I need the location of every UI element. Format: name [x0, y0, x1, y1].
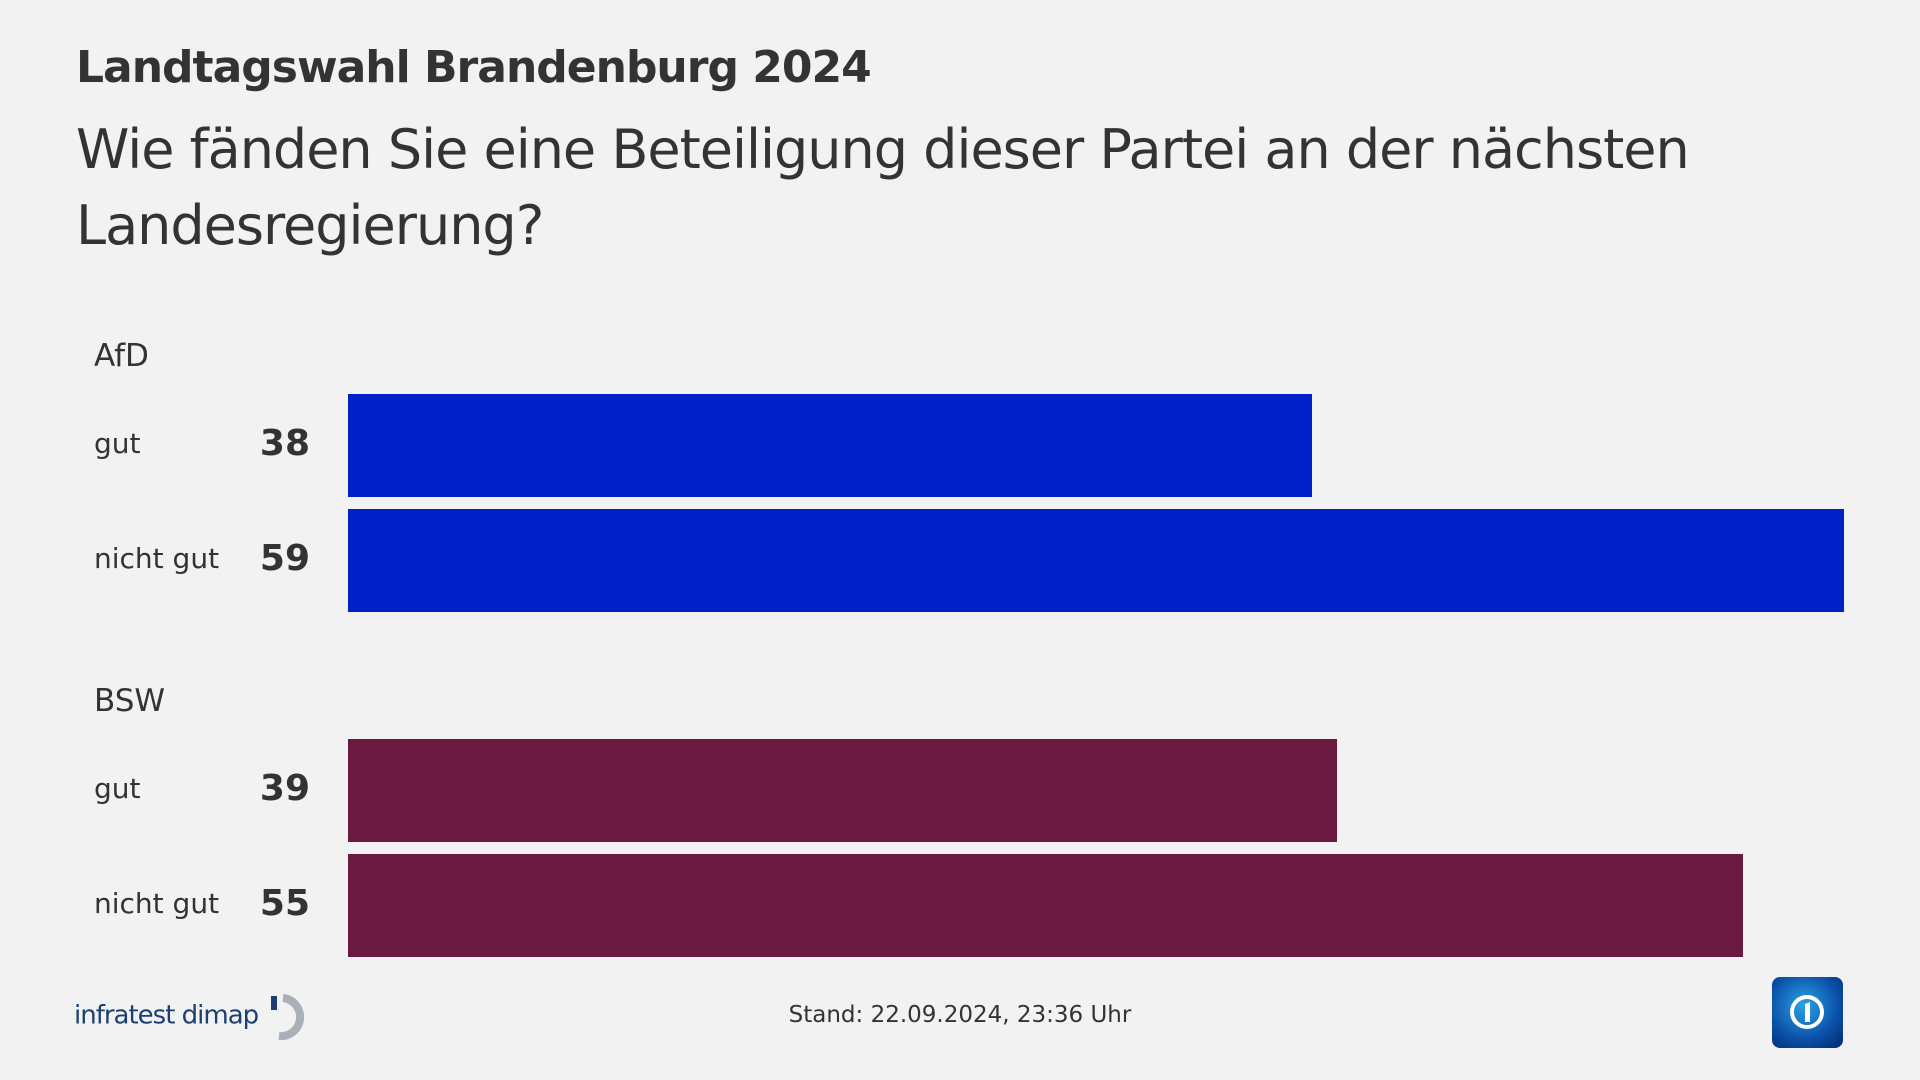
group-label: AfD — [94, 338, 149, 374]
chart-supertitle: Landtagswahl Brandenburg 2024 — [76, 42, 872, 93]
infratest-dimap-logo: infratest dimap — [74, 992, 313, 1041]
timestamp: Stand: 22.09.2024, 23:36 Uhr — [788, 1002, 1132, 1028]
bar-bsw-gut — [348, 739, 1337, 842]
value-label: 39 — [259, 768, 310, 809]
infratest-logo-text: infratest dimap — [74, 1000, 259, 1031]
category-label: nicht gut — [94, 887, 220, 920]
category-label: nicht gut — [94, 542, 220, 575]
value-label: 38 — [259, 423, 310, 464]
infratest-mark-icon — [271, 994, 305, 1041]
chart-title: Wie fänden Sie eine Beteiligung dieser P… — [76, 118, 1690, 257]
bar-afd-nicht-gut — [348, 509, 1844, 612]
value-label: 59 — [259, 538, 310, 579]
bar-bsw-nicht-gut — [348, 854, 1743, 957]
category-label: gut — [94, 772, 141, 805]
value-label: 55 — [259, 883, 310, 924]
tagesschau-icon — [1772, 977, 1843, 1048]
bar-afd-gut — [348, 394, 1312, 497]
category-label: gut — [94, 427, 141, 460]
group-label: BSW — [94, 683, 166, 719]
